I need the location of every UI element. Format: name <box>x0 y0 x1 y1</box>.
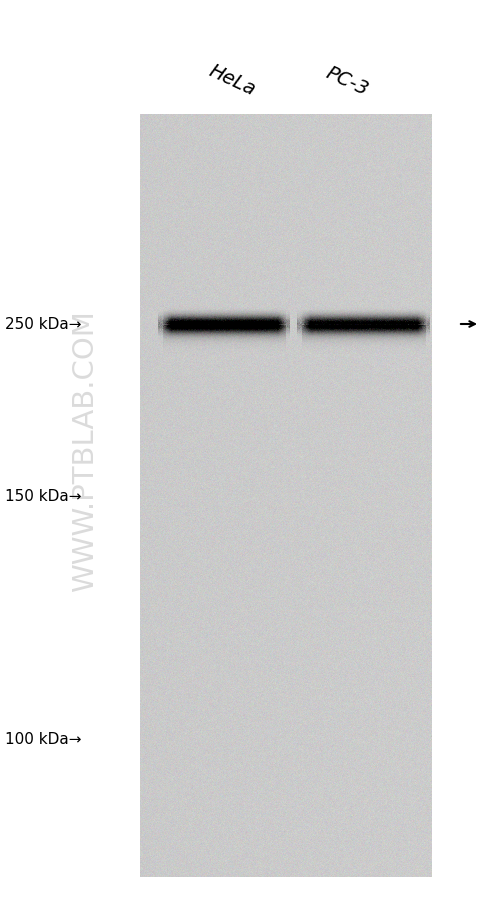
Text: HeLa: HeLa <box>206 62 258 100</box>
Text: 150 kDa→: 150 kDa→ <box>5 489 82 504</box>
Text: 100 kDa→: 100 kDa→ <box>5 732 82 747</box>
Text: WWW.PTBLAB.COM: WWW.PTBLAB.COM <box>71 309 99 592</box>
Text: PC-3: PC-3 <box>322 64 372 100</box>
Text: 250 kDa→: 250 kDa→ <box>5 318 82 332</box>
